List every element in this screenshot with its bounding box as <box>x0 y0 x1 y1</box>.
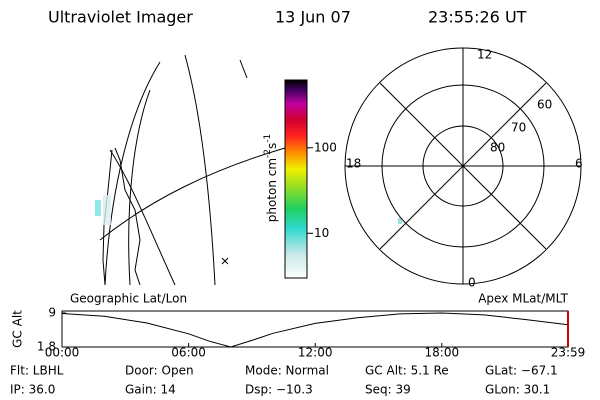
x-tick-label: 23:59 <box>551 346 586 360</box>
colorbar-label: photon cm-2s-1 <box>263 134 279 223</box>
header-title: Ultraviolet Imager <box>48 8 193 27</box>
polar-label: 12 <box>477 48 492 62</box>
info-field: Gain: 14 <box>125 383 176 397</box>
polar-label: 6 <box>575 157 583 171</box>
info-field: Dsp: −10.3 <box>245 383 313 397</box>
polar-label: 70 <box>511 121 526 135</box>
colorbar-tick-label: 100 <box>314 140 337 154</box>
y-tick-label: 1.8 <box>37 340 56 354</box>
polar-label: 18 <box>346 157 361 171</box>
info-field: Seq: 39 <box>365 383 411 397</box>
label-part: -2 <box>263 149 273 158</box>
info-field: Flt: LBHL <box>10 364 64 378</box>
label-part: -1 <box>263 134 273 143</box>
colorbar <box>284 79 308 279</box>
label-part: photon cm <box>265 158 279 222</box>
plot-frame <box>61 310 569 348</box>
x-tick-label: 18:00 <box>425 346 460 360</box>
info-field: GLon: 30.1 <box>485 383 550 397</box>
annotation: Apex MLat/MLT <box>478 292 568 306</box>
info-field: GC Alt: 5.1 Re <box>365 364 449 378</box>
polar-label: 60 <box>537 98 552 112</box>
header-date: 13 Jun 07 <box>275 8 351 27</box>
polar-grid <box>344 47 582 285</box>
x-tick-label: 12:00 <box>298 346 333 360</box>
x-tick-label: 00:00 <box>45 346 80 360</box>
polar-label: 80 <box>490 141 505 155</box>
line-series <box>61 312 569 348</box>
info-field: Door: Open <box>125 364 194 378</box>
info-field: GLat: −67.1 <box>485 364 558 378</box>
colorbar-tick-label: 10 <box>314 226 329 240</box>
annotation: Geographic Lat/Lon <box>70 292 187 306</box>
x-tick-label: 06:00 <box>171 346 206 360</box>
geo-map <box>99 54 286 286</box>
info-field: Mode: Normal <box>245 364 329 378</box>
label-part: s <box>265 143 279 149</box>
header-time: 23:55:26 UT <box>428 8 527 27</box>
polar-label: 0 <box>468 276 476 290</box>
auroral-specks <box>95 195 402 225</box>
info-field: IP: 36.0 <box>10 383 55 397</box>
y-tick-label: 9 <box>48 306 56 320</box>
y-axis-label: GC Alt <box>11 310 25 348</box>
